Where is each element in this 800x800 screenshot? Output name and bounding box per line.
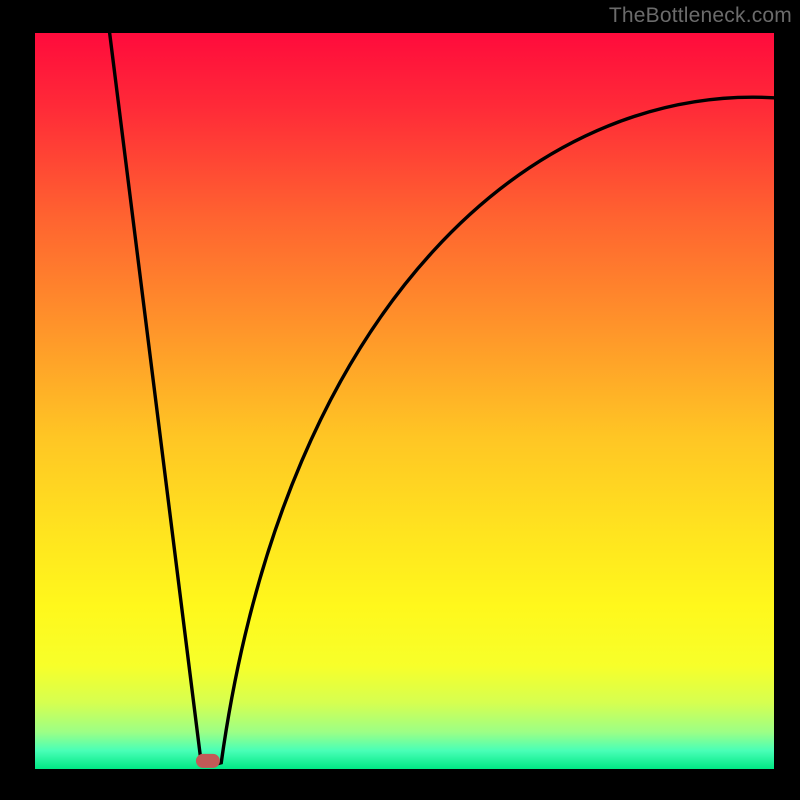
watermark-text: TheBottleneck.com <box>609 4 792 28</box>
gradient-background <box>35 33 774 769</box>
chart-canvas: TheBottleneck.com <box>0 0 800 800</box>
optimal-point-marker <box>196 754 220 768</box>
chart-svg <box>0 0 800 800</box>
